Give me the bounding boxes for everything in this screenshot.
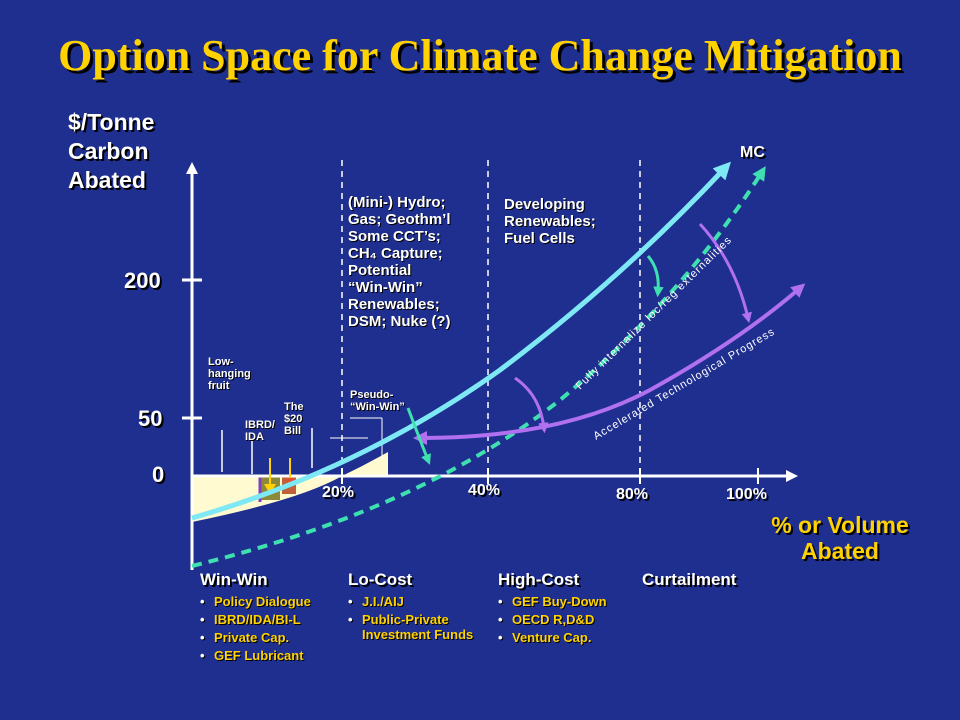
- x-tick-100: 100%: [726, 486, 767, 503]
- segment-title: High-Cost: [498, 570, 580, 589]
- pseudo-win-win-region: [342, 452, 388, 476]
- internalized-cost-curve: [191, 166, 766, 568]
- segment-title: Win-Win: [200, 570, 268, 589]
- hydro-line-8: DSM; Nuke (?): [348, 313, 451, 330]
- x-tick-40: 40%: [468, 482, 501, 499]
- low-hanging-line-1: Low-: [208, 356, 234, 368]
- x-label-line-1: % or Volume: [771, 512, 909, 538]
- dev-line-3: Fuel Cells: [504, 230, 575, 247]
- low-hanging-fruit-label: Low- hanging fruit: [208, 356, 251, 392]
- segment-title: Curtailment: [642, 570, 737, 589]
- twenty-bill-label: The $20 Bill: [284, 401, 304, 437]
- low-hanging-line-2: hanging: [208, 368, 251, 380]
- hydro-line-3: Some CCT’s;: [348, 228, 441, 245]
- page-title: Option Space for Climate Change Mitigati…: [58, 31, 902, 80]
- hydro-line-5: Potential: [348, 262, 412, 279]
- bill-line-3: Bill: [284, 425, 302, 437]
- mc-label: MC: [740, 144, 765, 161]
- pseudo-line-2: “Win-Win”: [350, 401, 405, 413]
- list-item: Public-Private Investment Funds: [348, 612, 478, 642]
- y-label-line-3: Abated: [68, 167, 146, 193]
- list-item: Private Cap.: [200, 630, 311, 645]
- y-tick-50: 50: [138, 406, 163, 431]
- mc-curve: [191, 161, 731, 521]
- ibrd-line-2: IDA: [245, 431, 264, 443]
- segment-high-cost: High-Cost GEF Buy-Down OECD R,D&D Ventur…: [498, 570, 607, 648]
- ibrd-line-1: IBRD/: [245, 419, 275, 431]
- y-axis-label: $/Tonne Carbon Abated: [68, 108, 154, 195]
- list-item: J.I./AIJ: [348, 594, 478, 609]
- y-label-line-1: $/Tonne: [68, 109, 155, 135]
- list-item: GEF Buy-Down: [498, 594, 607, 609]
- bill-line-2: $20: [284, 413, 303, 425]
- low-hanging-line-3: fruit: [208, 380, 230, 392]
- shift-arrow-4: [698, 222, 752, 324]
- y-tick-0: 0: [152, 462, 165, 487]
- hydro-line-2: Gas; Geothm’l: [348, 211, 451, 228]
- list-item: OECD R,D&D: [498, 612, 607, 627]
- segment-title: Lo-Cost: [348, 570, 413, 589]
- x-tick-20: 20%: [322, 484, 355, 501]
- dev-line-2: Renewables;: [504, 213, 596, 230]
- list-item: GEF Lubricant: [200, 648, 311, 663]
- hydro-line-1: (Mini-) Hydro;: [348, 194, 446, 211]
- pseudo-line-1: Pseudo-: [350, 389, 394, 401]
- technology-progress-curve: [413, 283, 806, 445]
- shift-arrow-3: [646, 255, 664, 298]
- hydro-line-4: CH₄ Capture;: [348, 245, 443, 262]
- x-axis-label: % or Volume Abated: [730, 512, 950, 564]
- segment-win-win: Win-Win Policy Dialogue IBRD/IDA/BI-L Pr…: [200, 570, 311, 666]
- segment-curtailment: Curtailment: [642, 570, 736, 594]
- x-tick-80: 80%: [616, 486, 649, 503]
- dev-line-1: Developing: [504, 196, 585, 213]
- pseudo-win-win-label: Pseudo- “Win-Win”: [350, 389, 405, 413]
- segment-lo-cost: Lo-Cost J.I./AIJ Public-Private Investme…: [348, 570, 478, 645]
- x-label-line-2: Abated: [801, 538, 879, 564]
- bill-line-1: The: [284, 401, 304, 413]
- shift-arrow-1: [406, 407, 431, 465]
- mini-hydro-label: (Mini-) Hydro; Gas; Geothm’l Some CCT’s;…: [348, 194, 451, 330]
- list-item: Policy Dialogue: [200, 594, 311, 609]
- hydro-line-6: “Win-Win”: [348, 279, 423, 296]
- ibrd-ida-label: IBRD/ IDA: [245, 419, 275, 443]
- developing-renewables-label: Developing Renewables; Fuel Cells: [504, 196, 596, 247]
- y-label-line-2: Carbon: [68, 138, 149, 164]
- list-item: IBRD/IDA/BI-L: [200, 612, 311, 627]
- shift-arrow-2: [514, 376, 549, 434]
- list-item: Venture Cap.: [498, 630, 607, 645]
- y-tick-200: 200: [124, 268, 161, 293]
- hydro-line-7: Renewables;: [348, 296, 440, 313]
